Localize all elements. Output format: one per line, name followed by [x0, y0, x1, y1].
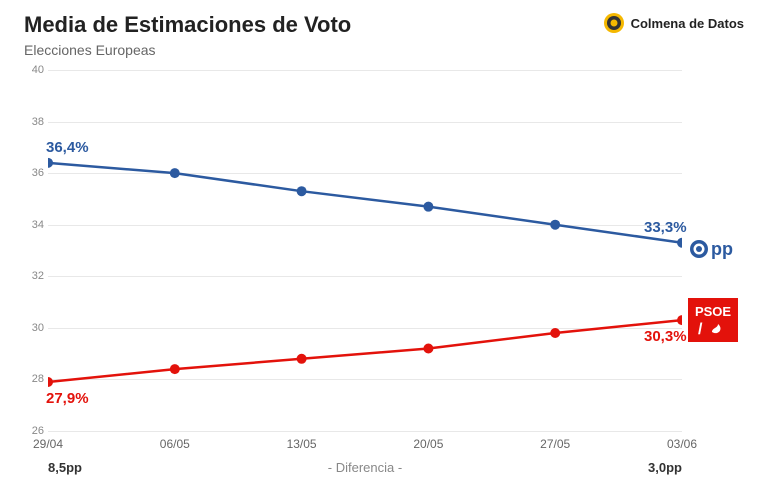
pp-logo-icon: pp: [690, 233, 734, 263]
x-tick-label: 29/04: [33, 437, 63, 451]
svg-text:PSOE: PSOE: [695, 304, 731, 319]
x-tick-label: 20/05: [413, 437, 443, 451]
brand: Colmena de Datos: [603, 12, 744, 34]
series-line-pp: [48, 163, 682, 243]
series-marker-psoe: [48, 377, 53, 387]
title-block: Media de Estimaciones de Voto Elecciones…: [24, 12, 603, 58]
page-subtitle: Elecciones Europeas: [24, 42, 603, 58]
header: Media de Estimaciones de Voto Elecciones…: [0, 0, 768, 62]
end-label-pp: 33,3%: [644, 219, 687, 236]
series-marker-pp: [170, 168, 180, 178]
y-tick-label: 28: [24, 373, 44, 385]
page-title: Media de Estimaciones de Voto: [24, 12, 603, 38]
series-marker-psoe: [297, 354, 307, 364]
svg-text:pp: pp: [711, 239, 733, 259]
brand-text: Colmena de Datos: [631, 16, 744, 31]
gridline: [48, 431, 682, 432]
y-tick-label: 34: [24, 219, 44, 231]
footer: 8,5pp - Diferencia - 3,0pp: [48, 460, 682, 475]
chart-area: 262830323436384029/0406/0513/0520/0527/0…: [24, 70, 744, 455]
x-tick-label: 03/06: [667, 437, 697, 451]
series-marker-psoe: [677, 315, 682, 325]
series-marker-pp: [48, 158, 53, 168]
y-tick-label: 32: [24, 270, 44, 282]
y-tick-label: 40: [24, 64, 44, 76]
brand-icon: [603, 12, 625, 34]
series-marker-pp: [423, 202, 433, 212]
diff-end: 3,0pp: [648, 460, 682, 475]
psoe-logo-icon: PSOE /: [688, 298, 738, 342]
series-marker-psoe: [423, 343, 433, 353]
svg-text:/: /: [698, 321, 703, 338]
start-label-pp: 36,4%: [46, 139, 89, 156]
x-tick-label: 27/05: [540, 437, 570, 451]
series-marker-pp: [550, 220, 560, 230]
y-tick-label: 38: [24, 116, 44, 128]
series-marker-pp: [677, 238, 682, 248]
diff-start: 8,5pp: [48, 460, 82, 475]
end-label-psoe: 30,3%: [644, 328, 687, 345]
diff-label: - Diferencia -: [328, 460, 402, 475]
series-svg: [48, 70, 682, 431]
plot: 262830323436384029/0406/0513/0520/0527/0…: [48, 70, 682, 431]
y-tick-label: 26: [24, 425, 44, 437]
series-marker-psoe: [550, 328, 560, 338]
series-marker-psoe: [170, 364, 180, 374]
start-label-psoe: 27,9%: [46, 390, 89, 407]
y-tick-label: 30: [24, 322, 44, 334]
series-line-psoe: [48, 320, 682, 382]
y-tick-label: 36: [24, 167, 44, 179]
x-tick-label: 13/05: [287, 437, 317, 451]
x-tick-label: 06/05: [160, 437, 190, 451]
series-marker-pp: [297, 186, 307, 196]
